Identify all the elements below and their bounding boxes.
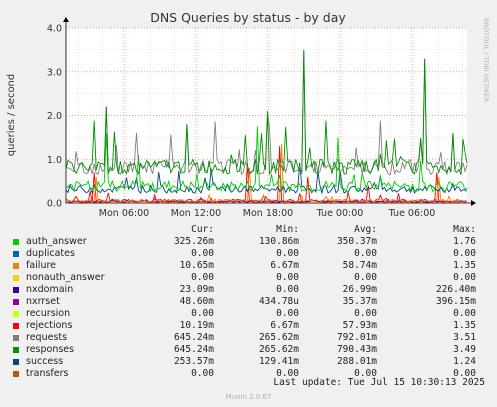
axes <box>65 22 471 204</box>
series-line-responses <box>65 50 468 176</box>
y-tick-label: 0.0 <box>47 199 62 210</box>
side-label: RRDTOOL / TOBI OETIKER <box>482 18 490 102</box>
y-tick-label: 4.0 <box>47 24 62 35</box>
y-tick-label: 1.0 <box>47 155 62 166</box>
series-line-auth_answer <box>65 126 468 193</box>
x-tick-label: Mon 12:00 <box>171 208 221 219</box>
x-tick-label: Mon 06:00 <box>99 208 149 219</box>
axis-ticks: 0.0 1.0 2.0 3.0 4.0 Mon 06:00 Mon 12:00 Mon 18:… <box>47 17 476 219</box>
series-line-success <box>65 162 468 195</box>
y-axis-label: queries / second <box>6 74 17 156</box>
series-line-failure <box>65 143 468 204</box>
x-tick-label: Tue 06:00 <box>388 208 436 219</box>
series-lines <box>65 49 468 204</box>
y-tick-label: 3.0 <box>47 67 62 78</box>
x-tick-label: Tue 00:00 <box>316 208 364 219</box>
x-tick-label: Mon 18:00 <box>243 208 293 219</box>
y-tick-label: 2.0 <box>47 111 62 122</box>
chart-title: DNS Queries by status - by day <box>150 10 346 25</box>
